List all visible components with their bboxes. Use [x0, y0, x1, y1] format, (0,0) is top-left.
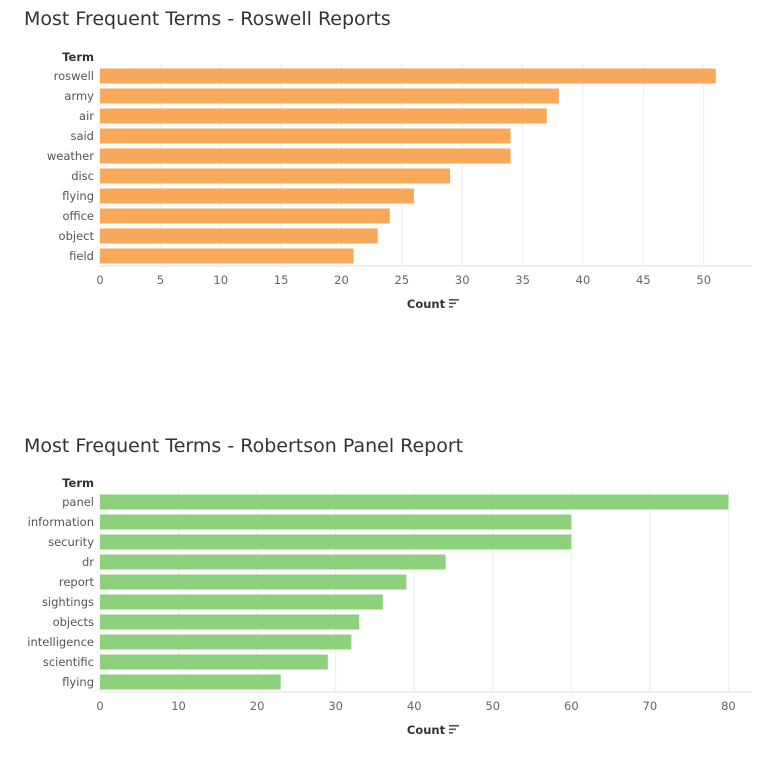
chart-title: Most Frequent Terms - Robertson Panel Re…	[24, 435, 464, 457]
category-label: objects	[53, 615, 94, 629]
bar	[100, 574, 407, 590]
category-label: army	[64, 89, 94, 103]
category-label: flying	[62, 189, 94, 203]
category-label: security	[48, 535, 94, 549]
category-label: roswell	[54, 69, 94, 83]
bar	[100, 208, 390, 224]
bar	[100, 88, 559, 104]
bar	[100, 514, 572, 530]
category-label: dr	[82, 555, 94, 569]
bar	[100, 554, 446, 570]
bar	[100, 614, 360, 630]
x-tick-label: 0	[96, 273, 103, 287]
x-tick-label: 15	[274, 273, 289, 287]
sort-icon-line	[449, 299, 459, 301]
bar	[100, 674, 281, 690]
bar-chart-svg: Term panel information security dr report sigh…	[27, 476, 752, 737]
bar	[100, 228, 378, 244]
chart-robertson: Most Frequent Terms - Robertson Panel Re…	[0, 426, 780, 772]
x-tick-label: 50	[485, 699, 500, 713]
category-label: said	[70, 129, 94, 143]
bar	[100, 594, 383, 610]
sort-icon-line	[449, 306, 453, 308]
category-label: scientific	[43, 655, 94, 669]
x-tick-label: 70	[643, 699, 658, 713]
x-tick-label: 25	[395, 273, 410, 287]
x-axis-title: Count	[407, 723, 446, 737]
sort-descending-icon[interactable]	[449, 299, 459, 308]
x-tick-label: 10	[171, 699, 186, 713]
x-tick-label: 60	[564, 699, 579, 713]
bar	[100, 148, 511, 164]
x-tick-label: 35	[515, 273, 530, 287]
category-label: weather	[47, 149, 94, 163]
sort-icon-line	[449, 732, 453, 734]
bar	[100, 634, 352, 650]
x-tick-label: 0	[96, 699, 103, 713]
y-axis-title: Term	[62, 476, 94, 490]
y-axis-title: Term	[62, 50, 94, 64]
bar	[100, 108, 547, 124]
category-label: air	[79, 109, 94, 123]
category-label: sightings	[42, 595, 94, 609]
bar	[100, 168, 451, 184]
x-tick-label: 30	[328, 699, 343, 713]
bar	[100, 494, 729, 510]
sort-descending-icon[interactable]	[449, 725, 459, 734]
x-axis-title: Count	[407, 297, 446, 311]
x-tick-label: 50	[696, 273, 711, 287]
bar	[100, 654, 328, 670]
sort-icon-line	[449, 728, 456, 731]
bar	[100, 128, 511, 144]
bar	[100, 68, 716, 84]
category-label: panel	[62, 495, 94, 509]
category-label: field	[69, 249, 94, 263]
x-tick-label: 45	[636, 273, 651, 287]
sort-icon-line	[449, 302, 456, 305]
x-tick-label: 30	[455, 273, 470, 287]
bar	[100, 248, 354, 264]
x-tick-label: 40	[576, 273, 591, 287]
x-tick-label: 40	[407, 699, 422, 713]
category-label: information	[28, 515, 94, 529]
category-label: intelligence	[27, 635, 94, 649]
x-tick-label: 20	[250, 699, 265, 713]
x-tick-label: 80	[721, 699, 736, 713]
chart-roswell: Most Frequent Terms - Roswell Reports Te…	[0, 0, 780, 330]
bar	[100, 534, 572, 550]
x-tick-label: 20	[334, 273, 349, 287]
sort-icon-line	[449, 725, 459, 727]
chart-title: Most Frequent Terms - Roswell Reports	[24, 8, 391, 30]
bar	[100, 188, 414, 204]
x-tick-label: 10	[213, 273, 228, 287]
category-label: report	[59, 575, 95, 589]
x-tick-label: 5	[157, 273, 164, 287]
category-label: object	[59, 229, 95, 243]
category-label: flying	[62, 675, 94, 689]
category-label: office	[62, 209, 94, 223]
category-label: disc	[71, 169, 94, 183]
bar-chart-svg: Term roswell army air said weather disc flying o…	[47, 50, 752, 311]
